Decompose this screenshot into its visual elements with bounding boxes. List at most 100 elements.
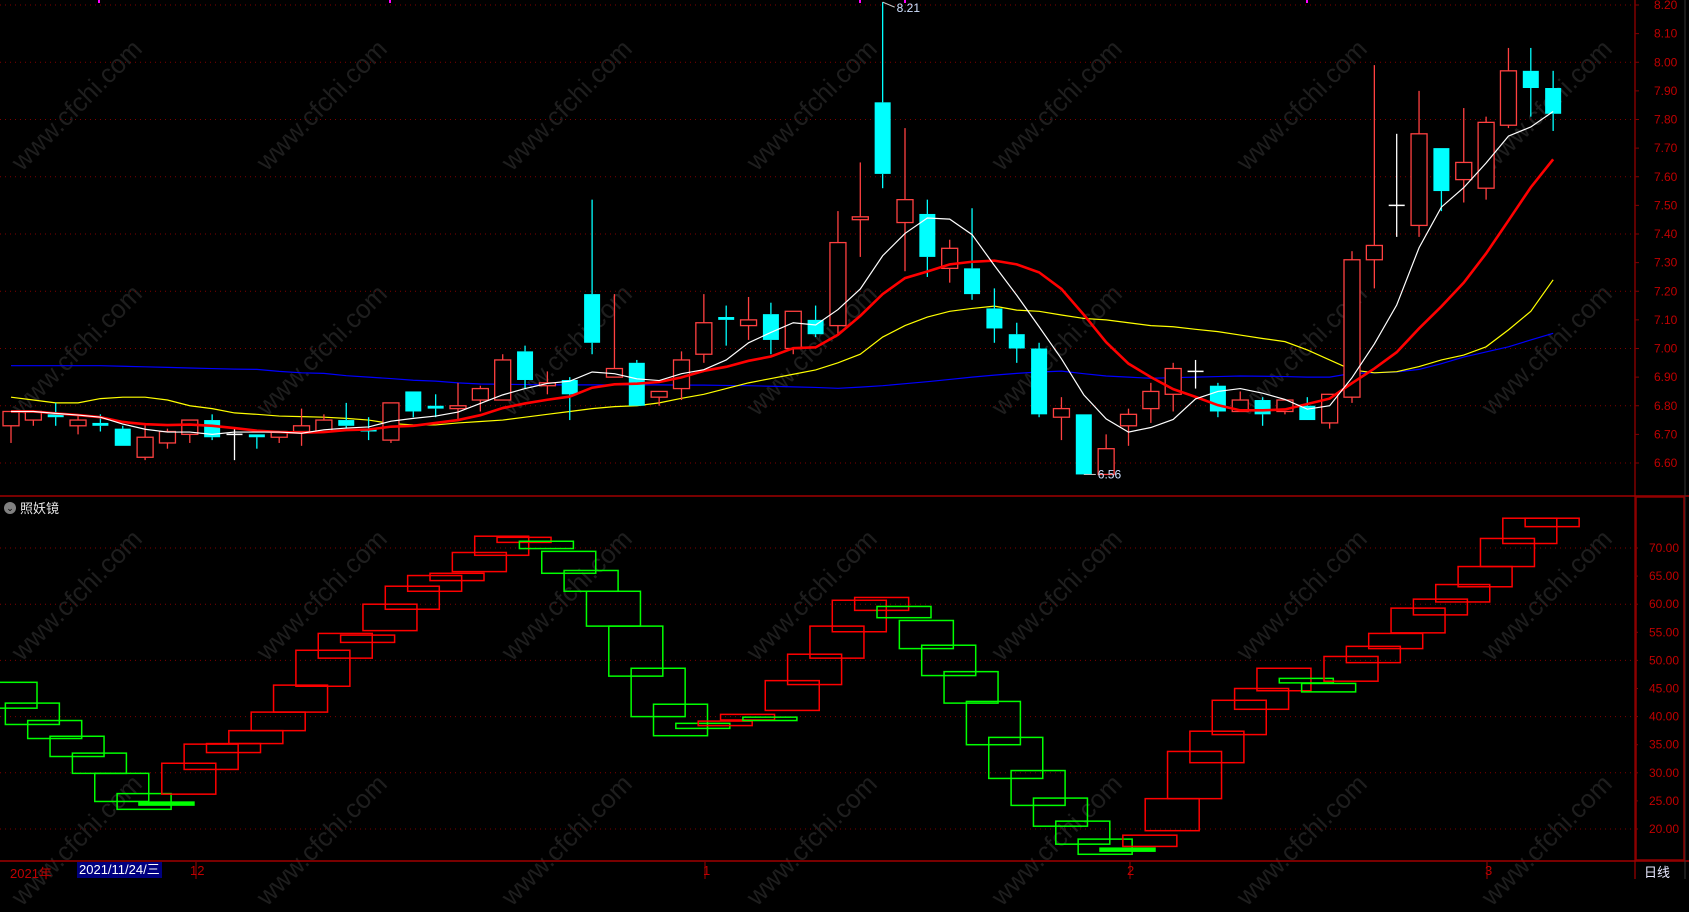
candle-body <box>1097 448 1115 476</box>
candle <box>405 391 422 418</box>
price-tick-label: 7.10 <box>1654 313 1678 327</box>
indicator-box <box>161 762 217 795</box>
indicator-tick-label: 55.00 <box>1649 625 1679 639</box>
candle-body <box>517 351 534 380</box>
indicator-box <box>317 632 373 659</box>
candle <box>739 296 758 340</box>
high-arrow-icon <box>882 1 895 8</box>
candle <box>1187 359 1204 389</box>
indicator-box <box>742 716 798 722</box>
indicator-box <box>0 681 38 709</box>
cursor-date-label: 2021/11/24/三 <box>77 862 162 878</box>
candle <box>226 428 243 461</box>
chevron-down-circle-icon[interactable]: ⌄ <box>4 501 16 514</box>
ma10-line <box>11 158 1555 434</box>
candle-body <box>114 428 131 446</box>
candle <box>2 410 20 443</box>
indicator-box <box>94 772 150 803</box>
candle <box>807 305 824 338</box>
indicator-box <box>1412 598 1469 616</box>
candle <box>1209 382 1226 418</box>
indicator-box <box>1211 699 1267 736</box>
candle-body <box>718 317 735 320</box>
indicator-box <box>49 735 105 758</box>
price-tick-label: 7.20 <box>1654 284 1678 298</box>
indicator-tick-label: 25.00 <box>1649 794 1679 808</box>
candle <box>1052 397 1071 441</box>
indicator-box <box>898 619 955 650</box>
indicator-box <box>1099 847 1156 852</box>
indicator-axis-box <box>1635 496 1685 861</box>
indicator-box <box>853 596 910 612</box>
candle <box>561 377 578 421</box>
indicator-box <box>541 550 597 575</box>
indicator-box <box>1189 730 1245 764</box>
indicator-box <box>451 551 508 573</box>
candle <box>1142 382 1160 423</box>
candle-body <box>1522 70 1539 89</box>
candle-body <box>1052 407 1071 418</box>
candle <box>136 422 154 461</box>
indicator-box <box>608 625 664 677</box>
candle <box>69 414 87 435</box>
indicator-tick-label: 20.00 <box>1649 822 1679 836</box>
candle <box>829 211 847 335</box>
candle <box>1343 251 1361 403</box>
price-tick-label: 7.50 <box>1654 198 1678 212</box>
candle-body <box>896 198 914 224</box>
candle <box>919 199 936 277</box>
candle-body <box>874 102 891 174</box>
indicator-box <box>943 670 999 704</box>
indicator-panel-header[interactable]: ⌄ 照妖镜 <box>4 498 59 517</box>
price-tick-label: 6.70 <box>1654 427 1678 441</box>
candle <box>941 239 959 283</box>
candle-body <box>69 419 87 427</box>
candle-body <box>1499 70 1518 126</box>
candle-body <box>784 310 802 350</box>
candle <box>1075 414 1092 475</box>
indicator-box <box>429 572 485 582</box>
candle-body <box>650 390 668 398</box>
candle <box>851 162 869 257</box>
indicator-box <box>630 667 686 718</box>
indicator-box <box>1256 667 1312 692</box>
indicator-box <box>809 625 865 659</box>
ma20-line <box>10 279 1554 426</box>
indicator-box <box>1479 537 1536 568</box>
candle-body <box>292 425 311 433</box>
indicator-box <box>920 644 977 677</box>
price-tick-label: 7.80 <box>1654 113 1678 127</box>
period-selector[interactable]: 日线 <box>1644 865 1671 880</box>
price-tick-label: 7.30 <box>1654 256 1678 270</box>
low-price-label: 6.56 <box>1098 467 1122 481</box>
stock-chart[interactable]: 8.20 8.10 8.00 7.90 7.80 7.70 7.60 7.50 7.40 7.30… <box>0 0 1689 879</box>
price-tick-label: 8.00 <box>1654 55 1678 69</box>
candle-body <box>47 414 64 418</box>
candle <box>114 425 131 446</box>
indicator-box <box>473 535 530 557</box>
candle-body <box>1545 88 1562 114</box>
price-tick-label: 6.90 <box>1654 370 1678 384</box>
indicator-tick-label: 30.00 <box>1649 766 1679 780</box>
candle-body <box>92 422 109 426</box>
indicator-box <box>1435 583 1491 603</box>
candle-body <box>248 434 265 438</box>
indicator-box <box>295 649 351 688</box>
indicator-box <box>652 703 709 737</box>
candle <box>584 199 601 355</box>
year-label: 2021年 <box>10 866 52 881</box>
candle-body <box>851 216 869 221</box>
price-tick-label: 7.40 <box>1654 227 1678 241</box>
price-tick-label: 6.60 <box>1654 456 1678 470</box>
month-label: 3 <box>1485 863 1493 878</box>
candle-body <box>1455 161 1473 181</box>
indicator-box <box>228 729 284 745</box>
indicator-box <box>876 605 932 619</box>
indicator-tick-label: 70.00 <box>1649 541 1679 555</box>
month-label: 2 <box>1127 863 1135 878</box>
candle-body <box>427 405 444 409</box>
indicator-box <box>1300 682 1357 693</box>
price-tick-label: 7.00 <box>1654 342 1678 356</box>
candle <box>1008 322 1025 363</box>
indicator-box <box>26 719 83 740</box>
